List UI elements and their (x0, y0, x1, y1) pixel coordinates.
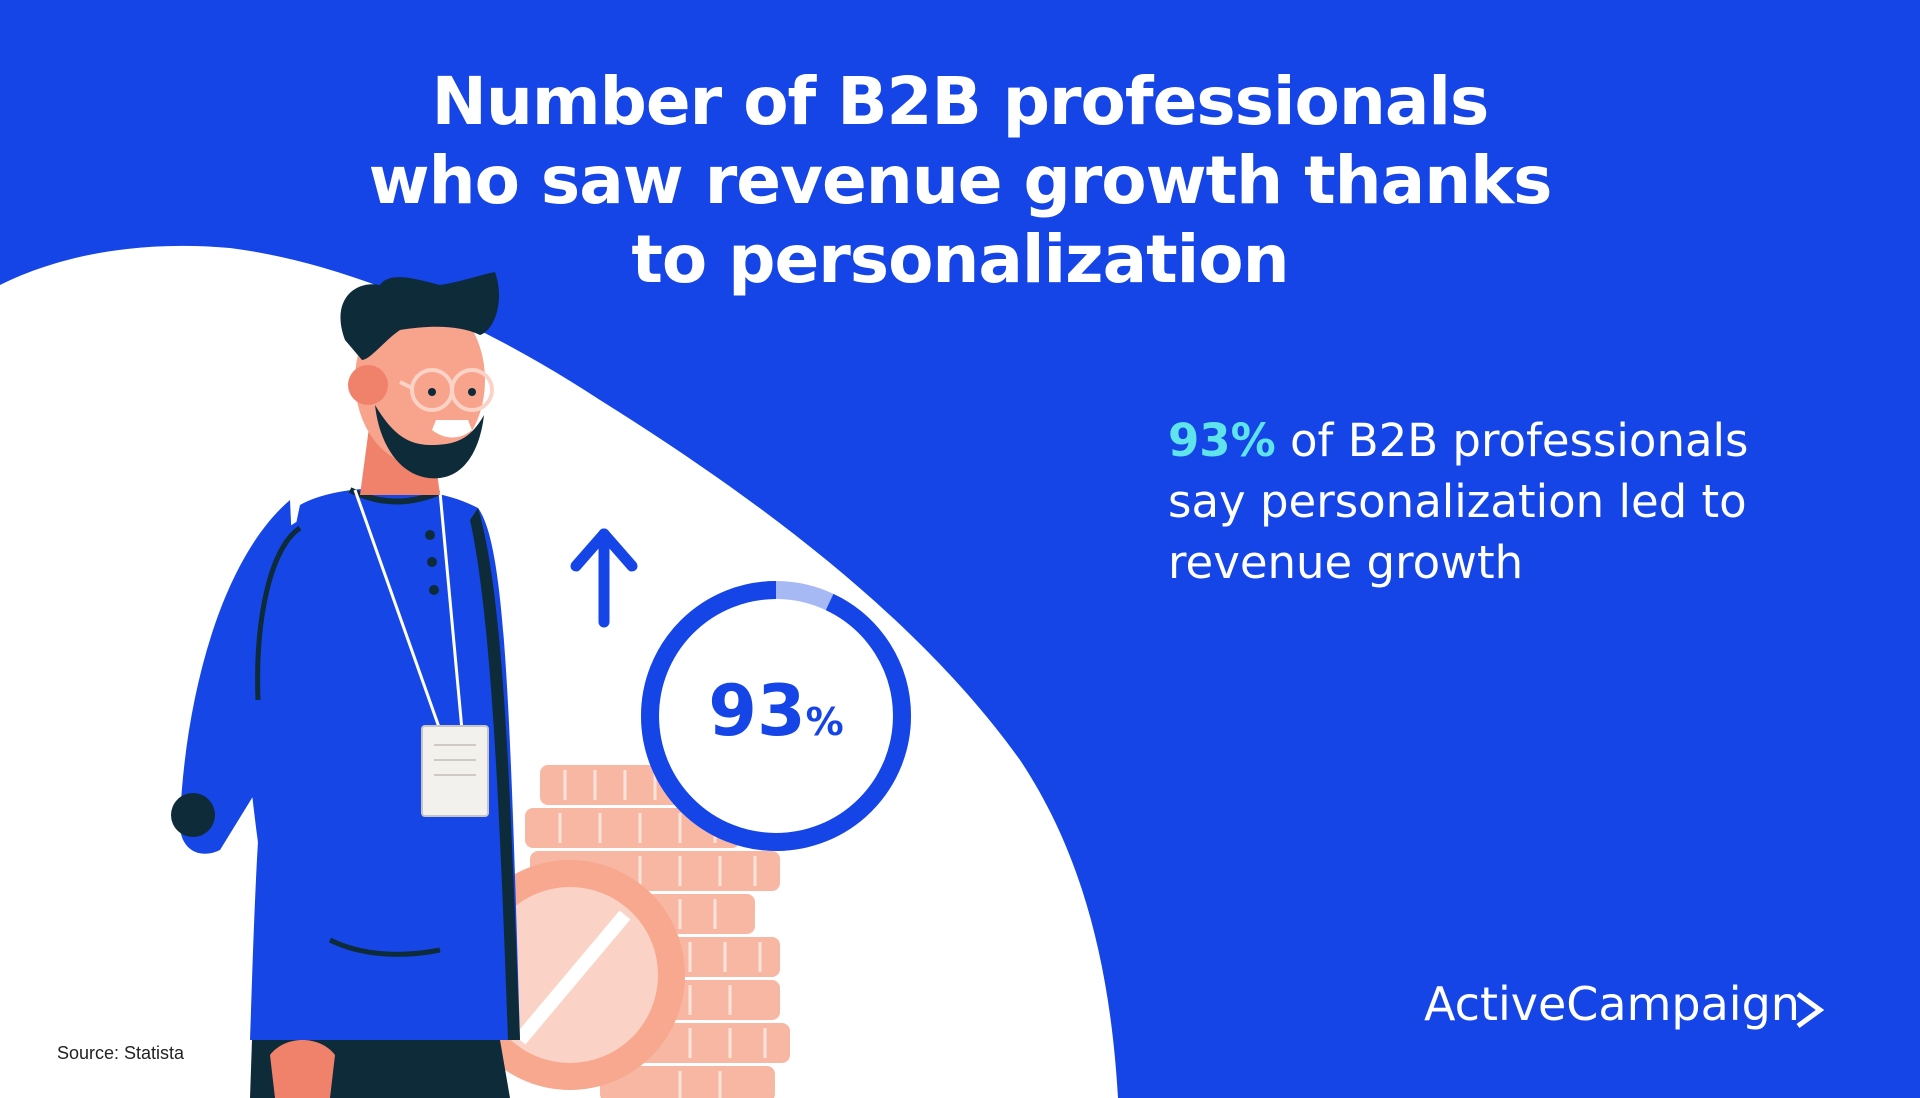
stat-line-2: say personalization led to (1168, 475, 1747, 528)
ring-value-number: 93 (708, 670, 806, 752)
title-line-2: who saw revenue growth thanks (368, 142, 1553, 219)
stat-highlight: 93% (1168, 414, 1276, 467)
stat-line-1: 93% of B2B professionals (1168, 410, 1808, 471)
ring-percentage-label: 93% (638, 670, 914, 752)
person-illustration (171, 272, 520, 1098)
coin-stack (455, 765, 790, 1098)
source-note: Source: Statista (57, 1043, 185, 1063)
stat-line-3: revenue growth (1168, 536, 1524, 589)
brand-logo-text: ActiveCampaign (1424, 977, 1800, 1031)
progress-ring (641, 581, 911, 851)
ring-value-unit: % (805, 700, 844, 744)
arrow-up-icon (570, 528, 638, 628)
stat-line-1-rest: of B2B professionals (1275, 414, 1749, 467)
title-line-1: Number of B2B professionals (431, 63, 1490, 140)
ring-progress-arc (641, 581, 911, 851)
title-line-3: to personalization (631, 221, 1289, 298)
page-title: Number of B2B professionals who saw reve… (0, 62, 1920, 299)
chevron-right-icon (1796, 991, 1825, 1029)
stat-description: 93% of B2B professionals say personaliza… (1168, 410, 1808, 593)
